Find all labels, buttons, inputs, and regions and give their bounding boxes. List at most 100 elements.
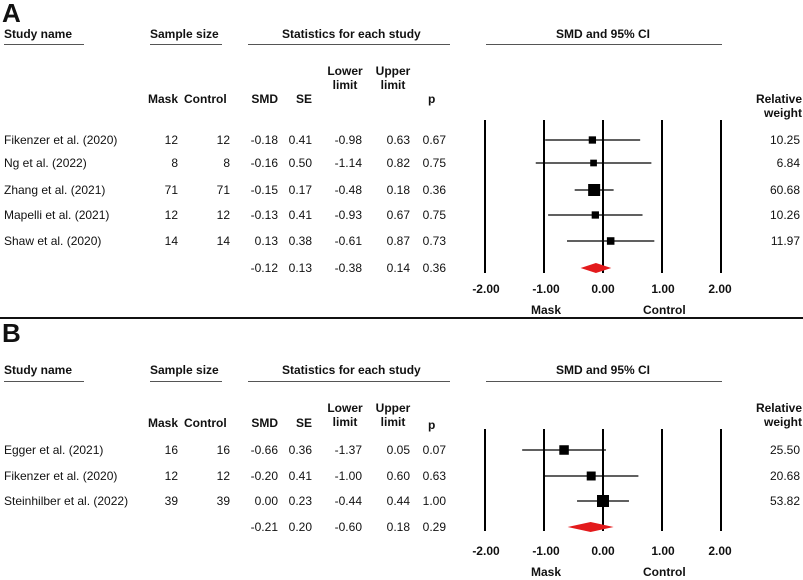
axis-tick-label: -2.00 — [472, 282, 500, 296]
se-col-header: SE — [295, 416, 312, 430]
lower-col-header: Lower — [327, 401, 363, 415]
smd-value: -0.66 — [250, 443, 278, 457]
p-value: 0.36 — [422, 183, 446, 197]
overall-se: 0.13 — [288, 261, 312, 275]
mask-n: 39 — [164, 494, 178, 508]
mask-n: 14 — [164, 234, 178, 248]
weight-col-header-2: weight — [764, 415, 802, 429]
p-value: 0.67 — [422, 133, 446, 147]
effect-square — [586, 471, 596, 481]
smd-value: 0.13 — [254, 234, 278, 248]
weight-value: 25.50 — [769, 443, 800, 457]
effect-square — [559, 445, 569, 455]
se-value: 0.41 — [288, 133, 312, 147]
weight-col-header: Relative — [755, 401, 802, 415]
effect-square — [588, 184, 601, 196]
panel-a-label: A — [2, 0, 21, 28]
upper-value: 0.82 — [386, 156, 410, 170]
upper-col-header-2: limit — [380, 78, 406, 92]
control-n: 14 — [216, 234, 230, 248]
mask-col-header: Mask — [147, 92, 178, 106]
weight-value: 10.25 — [769, 133, 800, 147]
control-n: 8 — [223, 156, 230, 170]
weight-col-header: Relative — [755, 92, 802, 106]
upper-col-header: Upper — [375, 64, 411, 78]
lower-value: -0.98 — [334, 133, 362, 147]
lower-col-header-2: limit — [332, 415, 358, 429]
study-name: Steinhilber et al. (2022) — [4, 494, 129, 508]
effect-square — [606, 237, 615, 245]
panel-b-label: B — [2, 318, 21, 348]
p-value: 1.00 — [422, 494, 446, 508]
study-name: Ng et al. (2022) — [4, 156, 87, 170]
mask-n: 16 — [164, 443, 178, 457]
smd-value: -0.18 — [250, 133, 278, 147]
axis-tick-label: 0.00 — [591, 282, 615, 296]
p-col-header: p — [428, 92, 436, 106]
upper-col-header: Upper — [375, 401, 411, 415]
study-name: Zhang et al. (2021) — [4, 183, 106, 197]
smd-value: -0.15 — [250, 183, 278, 197]
lower-value: -0.44 — [334, 494, 362, 508]
lower-value: -1.00 — [334, 469, 362, 483]
upper-value: 0.60 — [386, 469, 410, 483]
axis-tick-label: -2.00 — [472, 544, 500, 558]
p-value: 0.07 — [422, 443, 446, 457]
control-n: 39 — [216, 494, 230, 508]
axis-tick-label: 2.00 — [708, 544, 732, 558]
upper-value: 0.18 — [386, 183, 410, 197]
effect-square — [591, 211, 599, 219]
weight-value: 10.26 — [769, 208, 800, 222]
p-value: 0.75 — [422, 208, 446, 222]
se-value: 0.41 — [288, 469, 312, 483]
overall-p: 0.29 — [422, 520, 446, 534]
p-col-header: p — [428, 418, 436, 432]
statistics-header: Statistics for each study — [282, 27, 421, 41]
sample-size-header: Sample size — [150, 363, 219, 377]
lower-col-header: Lower — [327, 64, 363, 78]
upper-value: 0.05 — [386, 443, 410, 457]
smd-value: 0.00 — [254, 494, 278, 508]
mask-n: 8 — [171, 156, 178, 170]
smd-value: -0.13 — [250, 208, 278, 222]
weight-col-header-2: weight — [764, 106, 802, 120]
study-name: Shaw et al. (2020) — [4, 234, 102, 248]
upper-value: 0.63 — [386, 133, 410, 147]
overall-smd: -0.12 — [250, 261, 278, 275]
effect-header: SMD and 95% CI — [556, 363, 651, 377]
weight-value: 11.97 — [770, 234, 800, 248]
axis-tick-label: 0.00 — [591, 544, 615, 558]
control-n: 12 — [216, 469, 230, 483]
se-col-header: SE — [295, 92, 312, 106]
mask-n: 12 — [164, 133, 178, 147]
weight-value: 20.68 — [769, 469, 800, 483]
favours-mask-label: Mask — [531, 565, 562, 579]
se-value: 0.38 — [288, 234, 312, 248]
axis-tick-label: 2.00 — [708, 282, 732, 296]
lower-value: -0.48 — [334, 183, 362, 197]
overall-smd: -0.21 — [250, 520, 278, 534]
lower-value: -0.61 — [334, 234, 362, 248]
control-n: 71 — [216, 183, 230, 197]
control-col-header: Control — [184, 416, 227, 430]
mask-n: 12 — [164, 469, 178, 483]
upper-value: 0.44 — [386, 494, 410, 508]
overall-lower: -0.60 — [334, 520, 362, 534]
statistics-header: Statistics for each study — [282, 363, 421, 377]
smd-col-header: SMD — [251, 416, 278, 430]
upper-col-header-2: limit — [380, 415, 406, 429]
overall-lower: -0.38 — [334, 261, 362, 275]
overall-se: 0.20 — [288, 520, 312, 534]
mask-n: 71 — [164, 183, 178, 197]
study-name: Egger et al. (2021) — [4, 443, 104, 457]
axis-tick-label: -1.00 — [532, 544, 560, 558]
overall-diamond — [580, 263, 612, 273]
overall-upper: 0.18 — [386, 520, 410, 534]
favours-mask-label: Mask — [531, 303, 562, 317]
overall-upper: 0.14 — [386, 261, 410, 275]
weight-value: 53.82 — [769, 494, 800, 508]
smd-value: -0.20 — [250, 469, 278, 483]
se-value: 0.23 — [288, 494, 312, 508]
upper-value: 0.67 — [386, 208, 410, 222]
